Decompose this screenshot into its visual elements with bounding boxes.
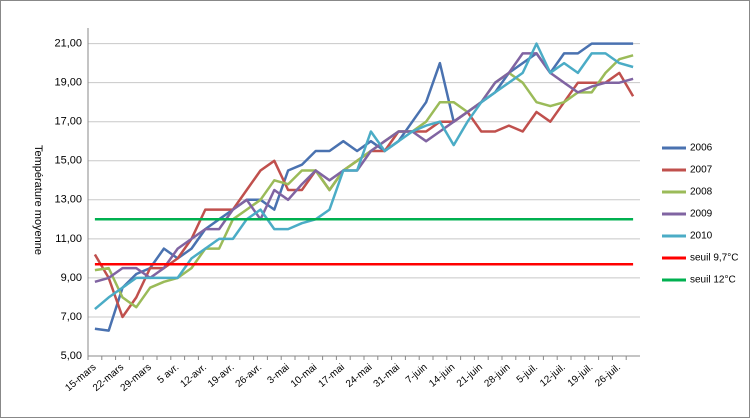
legend-label: 2006 [690, 143, 713, 154]
y-tick-label: 7,00 [61, 311, 82, 323]
y-tick-label: 15,00 [54, 155, 82, 167]
y-tick-label: 21,00 [54, 38, 82, 50]
series-line [94, 54, 634, 309]
y-tick-label: 11,00 [55, 233, 82, 245]
y-axis-label: Température moyenne [32, 145, 44, 255]
y-tick-label: 5,00 [61, 350, 82, 362]
y-tick-label: 13,00 [54, 194, 82, 206]
legend-label: 2010 [690, 231, 713, 242]
legend-label: seuil 12°C [690, 275, 736, 286]
y-tick-label: 17,00 [54, 116, 82, 128]
legend-label: 2008 [690, 187, 713, 198]
y-tick-label: 9,00 [61, 272, 82, 284]
series-line [94, 52, 634, 284]
legend-label: 2009 [690, 209, 713, 220]
legend-label: seuil 9,7°C [690, 253, 738, 264]
series-line [94, 42, 634, 311]
legend-label: 2007 [690, 165, 713, 176]
y-tick-label: 19,00 [54, 77, 82, 89]
